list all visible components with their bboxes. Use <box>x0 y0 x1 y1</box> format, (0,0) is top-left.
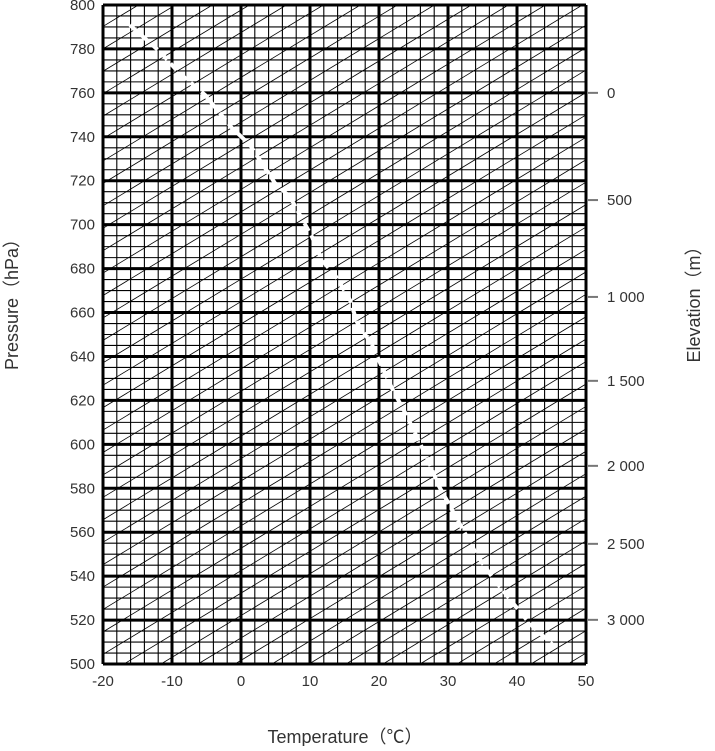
x-tick-label: 30 <box>440 673 457 690</box>
y-tick-label: 720 <box>70 173 95 190</box>
elevation-tick-label: 1 000 <box>607 289 645 306</box>
y-tick-label: 560 <box>70 524 95 541</box>
elevation-ticks: 0 500 1 000 1 500 2 000 2 500 3 000 <box>588 85 645 629</box>
y-tick-label: 680 <box>70 261 95 278</box>
elevation-tick-label: 2 500 <box>607 536 645 553</box>
elevation-tick-label: 2 000 <box>607 458 645 475</box>
y-tick-label: 580 <box>70 480 95 497</box>
y2-axis-label: Elevation（m） <box>684 237 704 362</box>
y-tick-label: 740 <box>70 129 95 146</box>
x-tick-label: 20 <box>371 673 388 690</box>
grid <box>101 3 588 666</box>
y-axis-label: Pressure（hPa） <box>2 230 22 370</box>
series-layer <box>128 23 557 649</box>
y-tick-label: 660 <box>70 305 95 322</box>
y-tick-label: 800 <box>70 0 95 14</box>
elevation-tick-label: 500 <box>607 192 632 209</box>
x-tick-label: 10 <box>302 673 319 690</box>
x-tick-label: -20 <box>92 673 114 690</box>
x-tick-label: 40 <box>509 673 526 690</box>
x-tick-label: 0 <box>237 673 245 690</box>
elevation-tick-label: 1 500 <box>607 373 645 390</box>
y-tick-labels: 500 520 540 560 580 600 620 640 660 680 700 720 740 7… <box>70 0 95 673</box>
y-tick-label: 780 <box>70 41 95 58</box>
y-tick-label: 520 <box>70 612 95 629</box>
x-axis-label: Temperature（℃） <box>267 727 422 746</box>
y-tick-label: 500 <box>70 656 95 673</box>
y-tick-label: 760 <box>70 85 95 102</box>
elevation-tick-label: 3 000 <box>607 612 645 629</box>
y-tick-label: 620 <box>70 392 95 409</box>
x-tick-labels: -20 -10 0 10 20 30 40 50 <box>92 673 594 690</box>
x-tick-label: -10 <box>161 673 183 690</box>
y-tick-label: 540 <box>70 568 95 585</box>
elevation-tick-label: 0 <box>607 85 615 102</box>
series-line <box>128 23 557 649</box>
y-tick-label: 640 <box>70 348 95 365</box>
x-tick-label: 50 <box>578 673 595 690</box>
y-tick-label: 700 <box>70 217 95 234</box>
y-tick-label: 600 <box>70 436 95 453</box>
